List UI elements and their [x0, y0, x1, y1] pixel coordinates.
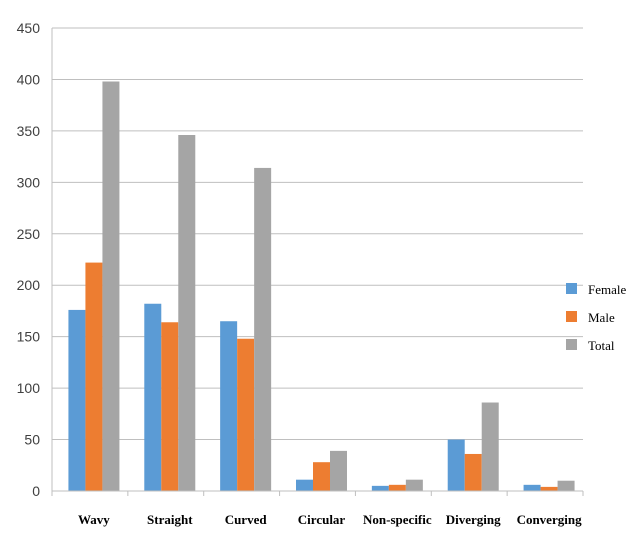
bar-male-curved: [237, 338, 255, 491]
bar-total-non-specific: [405, 479, 423, 491]
bar-total-converging: [557, 480, 575, 491]
bar-male-diverging: [464, 453, 482, 491]
bar-male-circular: [313, 462, 330, 491]
legend-swatch-male: [566, 311, 577, 322]
bar-female-circular: [296, 479, 313, 491]
bar-male-wavy: [85, 262, 103, 491]
x-tick-label: Straight: [147, 512, 193, 527]
grid: [52, 27, 583, 441]
legend-label-male: Male: [588, 310, 615, 325]
x-tick-label: Wavy: [78, 512, 110, 527]
bars: [68, 81, 575, 491]
bar-female-wavy: [68, 309, 86, 491]
bar-male-non-specific: [388, 484, 406, 491]
bar-female-straight: [144, 303, 162, 491]
y-tick-label: 0: [32, 483, 40, 499]
bar-total-wavy: [102, 81, 120, 491]
bar-total-circular: [330, 450, 347, 491]
y-tick-label: 100: [17, 380, 41, 396]
bar-female-diverging: [447, 439, 465, 491]
bar-female-non-specific: [371, 485, 389, 491]
bar-total-diverging: [481, 402, 499, 491]
y-tick-label: 200: [17, 277, 41, 293]
y-tick-label: 300: [17, 174, 41, 190]
y-tick-label: 250: [17, 226, 41, 242]
bar-male-converging: [540, 486, 558, 491]
y-tick-label: 450: [17, 20, 41, 36]
legend-swatch-total: [566, 339, 577, 350]
legend: Female Male Total: [566, 282, 626, 353]
y-tick-label: 150: [17, 329, 41, 345]
x-tick-label: Converging: [517, 512, 583, 527]
x-tick-label: Non-specific: [363, 512, 432, 527]
bar-female-curved: [220, 321, 238, 491]
axes: 0 50 100 150 200 250 300 350 400 450 Wavy Straight C…: [17, 20, 584, 527]
bar-total-straight: [178, 135, 196, 491]
x-tick-label: Diverging: [446, 512, 501, 527]
y-tick-label: 50: [24, 432, 40, 448]
y-tick-label: 350: [17, 123, 41, 139]
bar-male-straight: [161, 322, 179, 491]
bar-female-converging: [523, 484, 541, 491]
legend-label-female: Female: [588, 282, 626, 297]
y-tick-label: 400: [17, 71, 41, 87]
legend-label-total: Total: [588, 338, 615, 353]
x-tick-label: Curved: [225, 512, 268, 527]
bar-total-curved: [254, 167, 272, 491]
x-tick-label: Circular: [298, 512, 346, 527]
legend-swatch-female: [566, 283, 577, 294]
